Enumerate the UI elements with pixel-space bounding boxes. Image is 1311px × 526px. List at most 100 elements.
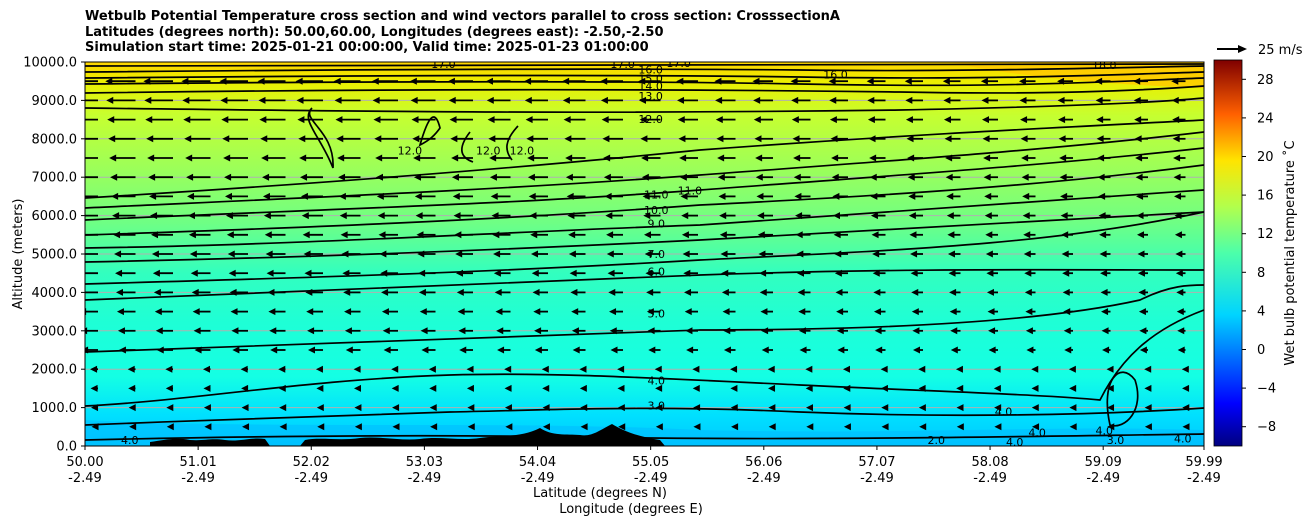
contour-line bbox=[461, 131, 474, 163]
wind-vector-head bbox=[718, 192, 726, 200]
contour-label: 3.0 bbox=[648, 400, 666, 413]
y-tick-label: 6000.0 bbox=[32, 209, 78, 224]
x-tick-sublabel: -2.49 bbox=[1187, 471, 1221, 486]
wind-vector-head bbox=[1144, 365, 1152, 373]
x-axis-label-1: Latitude (degrees N) bbox=[533, 486, 667, 501]
wind-vector-head bbox=[457, 308, 465, 316]
wind-vector-head bbox=[942, 77, 950, 85]
wind-vector-head bbox=[259, 116, 267, 124]
wind-vector-head bbox=[1058, 116, 1066, 124]
wind-vector-head bbox=[1175, 250, 1183, 258]
wind-vector-head bbox=[1024, 269, 1032, 277]
wind-vector-head bbox=[112, 212, 120, 220]
wind-vector-head bbox=[338, 192, 346, 200]
wind-vector-head bbox=[269, 327, 277, 335]
wind-vector-head bbox=[792, 135, 800, 143]
wind-vector-head bbox=[194, 346, 202, 354]
wind-vector-head bbox=[504, 384, 512, 392]
wind-vector-head bbox=[449, 116, 457, 124]
wind-vector-head bbox=[241, 404, 249, 412]
wind-vector-head bbox=[496, 327, 504, 335]
wind-vector-head bbox=[1095, 77, 1103, 85]
colorbar-tick-label: 4 bbox=[1257, 304, 1265, 319]
wind-vector-head bbox=[1099, 231, 1107, 239]
wind-vector-head bbox=[644, 231, 652, 239]
wind-vector-head bbox=[994, 423, 1002, 431]
wind-vector-head bbox=[456, 269, 464, 277]
wind-vector-head bbox=[761, 327, 769, 335]
wind-vector-head bbox=[534, 346, 542, 354]
wind-vector-head bbox=[467, 404, 475, 412]
wind-vector-head bbox=[542, 384, 550, 392]
wind-vector-head bbox=[722, 308, 730, 316]
wind-vector-head bbox=[1058, 135, 1066, 143]
wind-vector-head bbox=[186, 173, 194, 181]
wind-vector-head bbox=[1031, 365, 1039, 373]
wind-vector-head bbox=[562, 77, 570, 85]
wind-vector-head bbox=[913, 346, 921, 354]
wind-vector-head bbox=[1172, 116, 1180, 124]
plot-area: 17.0 17.0 17.0 18.016.0 16.015.014.013.012.0… bbox=[77, 62, 1204, 447]
wind-vector-head bbox=[204, 423, 212, 431]
wind-vector-head bbox=[1175, 269, 1183, 277]
wind-vector-head bbox=[263, 212, 271, 220]
colorbar-tick-label: 28 bbox=[1257, 73, 1274, 88]
wind-vector-head bbox=[679, 173, 687, 181]
wind-vector-head bbox=[109, 154, 117, 162]
wind-vector-head bbox=[429, 404, 437, 412]
wind-vector-head bbox=[571, 308, 579, 316]
wind-vector-head bbox=[542, 404, 550, 412]
wind-vector-head bbox=[572, 346, 580, 354]
wind-vector-head bbox=[909, 231, 917, 239]
wind-vector-head bbox=[533, 308, 541, 316]
wind-vector-head bbox=[655, 404, 663, 412]
contour-label: 4.0 bbox=[995, 405, 1013, 418]
contour-line bbox=[85, 147, 1204, 221]
wind-vector-head bbox=[910, 269, 918, 277]
wind-vector-head bbox=[382, 327, 390, 335]
wind-vector-head bbox=[113, 231, 121, 239]
wind-vector-head bbox=[1021, 173, 1029, 181]
wind-vector-head bbox=[1171, 77, 1179, 85]
wind-vector-head bbox=[1177, 327, 1185, 335]
wind-vector-head bbox=[720, 250, 728, 258]
wind-vector-head bbox=[152, 269, 160, 277]
wind-vector-head bbox=[202, 365, 210, 373]
wind-vector-head bbox=[295, 77, 303, 85]
wind-vector-head bbox=[1062, 288, 1070, 296]
wind-vector-head bbox=[165, 365, 173, 373]
wind-vector-head bbox=[982, 135, 990, 143]
wind-vector-head bbox=[603, 173, 611, 181]
wind-vector-head bbox=[185, 154, 193, 162]
wind-vector-head bbox=[377, 212, 385, 220]
wind-vector-head bbox=[183, 116, 191, 124]
wind-vector-head bbox=[1060, 212, 1068, 220]
wind-vector-head bbox=[1025, 308, 1033, 316]
wind-vector-head bbox=[1106, 384, 1114, 392]
wind-vector-head bbox=[880, 384, 888, 392]
wind-vector-head bbox=[905, 116, 913, 124]
wind-vector-head bbox=[391, 384, 399, 392]
wind-vector-head bbox=[378, 231, 386, 239]
contour-label: 4.0 bbox=[121, 434, 139, 447]
wind-vector-head bbox=[1176, 308, 1184, 316]
wind-vector-head bbox=[793, 154, 801, 162]
wind-vector-head bbox=[77, 270, 84, 277]
wind-vector-head bbox=[719, 231, 727, 239]
wind-vector-head bbox=[904, 77, 912, 85]
wind-vector-head bbox=[983, 154, 991, 162]
wind-vector-head bbox=[144, 96, 152, 104]
wind-vector-head bbox=[374, 135, 382, 143]
wind-vector-head bbox=[223, 154, 231, 162]
wind-vector-head bbox=[945, 154, 953, 162]
wind-vector-head bbox=[491, 212, 499, 220]
wind-vector-head bbox=[757, 212, 765, 220]
wind-vector-head bbox=[1032, 423, 1040, 431]
wind-vector-head bbox=[528, 192, 536, 200]
wind-vector-head bbox=[153, 288, 161, 296]
wind-vector-head bbox=[187, 212, 195, 220]
wind-vector-head bbox=[90, 365, 98, 373]
wind-vector-head bbox=[805, 384, 813, 392]
wind-vector-head bbox=[868, 135, 876, 143]
wind-vector-head bbox=[753, 116, 761, 124]
